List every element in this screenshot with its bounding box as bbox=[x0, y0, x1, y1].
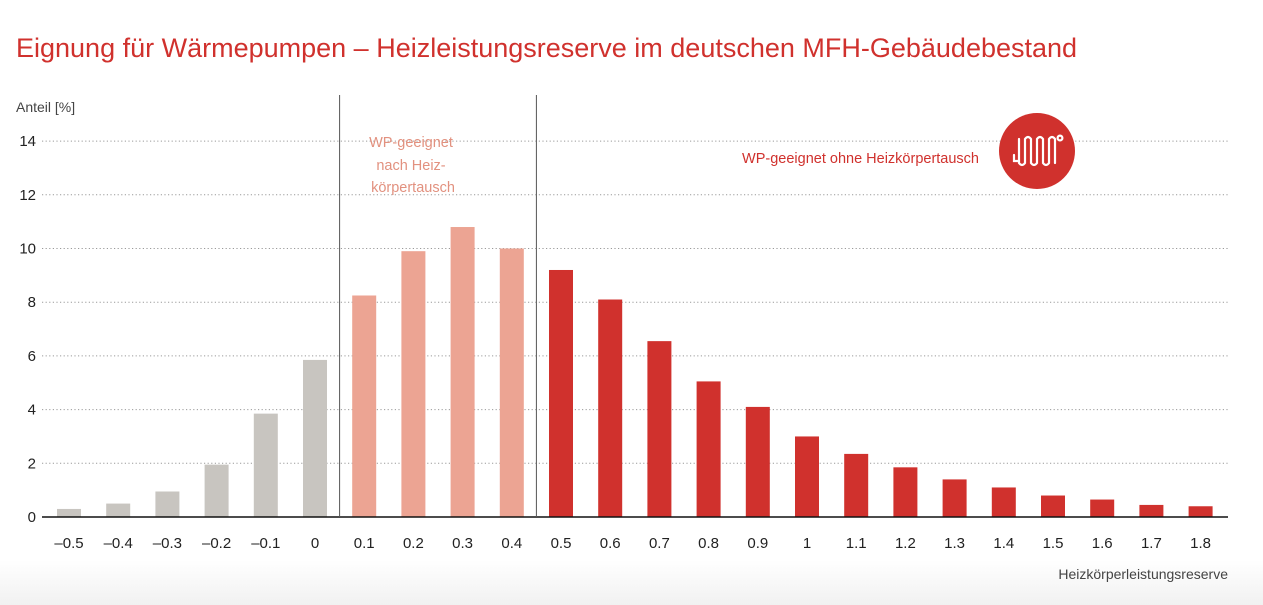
bar bbox=[155, 491, 180, 517]
x-tick-label: 1 bbox=[803, 535, 811, 552]
bar bbox=[598, 299, 623, 517]
x-tick-label: 0.3 bbox=[452, 535, 473, 552]
bar bbox=[106, 503, 131, 517]
y-tick-label: 2 bbox=[28, 455, 36, 472]
bar bbox=[1090, 499, 1115, 517]
x-tick-label: 0.4 bbox=[501, 535, 522, 552]
bar bbox=[450, 227, 475, 517]
bar bbox=[942, 479, 967, 517]
radiator-icon bbox=[999, 113, 1075, 189]
bar bbox=[696, 381, 721, 517]
x-tick-label: 1.2 bbox=[895, 535, 916, 552]
bar bbox=[647, 341, 672, 517]
bar bbox=[1139, 504, 1164, 517]
bar bbox=[1188, 506, 1213, 517]
middle-zone-label: WP-geeignet nach Heiz- körpertausch bbox=[369, 135, 457, 196]
bar bbox=[401, 251, 426, 517]
x-tick-label: 0.8 bbox=[698, 535, 719, 552]
x-tick-label: –0.3 bbox=[153, 535, 182, 552]
x-tick-label: 1.8 bbox=[1190, 535, 1211, 552]
x-tick-label: 0.1 bbox=[354, 535, 375, 552]
middle-zone-label-line-2: nach Heiz- bbox=[376, 158, 445, 174]
y-tick-label: 6 bbox=[28, 348, 36, 365]
bar bbox=[795, 436, 819, 517]
bar bbox=[499, 248, 524, 517]
x-tick-label: 0.9 bbox=[747, 535, 768, 552]
y-tick-label: 0 bbox=[28, 509, 36, 526]
y-tick-label: 14 bbox=[19, 133, 36, 150]
x-tick-label: –0.1 bbox=[251, 535, 280, 552]
x-tick-label: –0.2 bbox=[202, 535, 231, 552]
bar bbox=[303, 359, 327, 517]
middle-zone-label-line-3: körpertausch bbox=[371, 180, 455, 196]
chart-title: Eignung für Wärmepumpen – Heizleistungsr… bbox=[16, 33, 1078, 63]
y-tick-label: 4 bbox=[28, 402, 36, 419]
x-tick-label: 1.6 bbox=[1092, 535, 1113, 552]
bar bbox=[1041, 495, 1065, 517]
x-tick-label: 1.7 bbox=[1141, 535, 1162, 552]
right-zone-label: WP-geeignet ohne Heizkörpertausch bbox=[742, 151, 979, 167]
y-tick-label: 8 bbox=[28, 294, 36, 311]
x-tick-label: 0.6 bbox=[600, 535, 621, 552]
x-tick-label: 0.2 bbox=[403, 535, 424, 552]
bar bbox=[549, 269, 573, 517]
x-tick-label: 1.5 bbox=[1043, 535, 1064, 552]
bar bbox=[204, 464, 229, 517]
x-tick-label: 0.7 bbox=[649, 535, 670, 552]
x-tick-label: 1.3 bbox=[944, 535, 965, 552]
bar bbox=[745, 406, 770, 517]
middle-zone-label-line-1: WP-geeignet bbox=[369, 135, 453, 151]
bar bbox=[352, 295, 377, 517]
x-tick-label: 1.4 bbox=[993, 535, 1014, 552]
bar bbox=[57, 508, 81, 517]
y-axis-label: Anteil [%] bbox=[16, 99, 75, 115]
x-tick-label: –0.5 bbox=[54, 535, 83, 552]
x-tick-label: 1.1 bbox=[846, 535, 867, 552]
bar bbox=[253, 413, 278, 517]
y-tick-label: 10 bbox=[19, 241, 36, 258]
x-axis-label: Heizkörperleistungsreserve bbox=[1058, 566, 1228, 582]
x-tick-label: 0 bbox=[311, 535, 319, 552]
bar bbox=[844, 453, 869, 517]
x-tick-label: 0.5 bbox=[551, 535, 572, 552]
x-tick-label: –0.4 bbox=[104, 535, 133, 552]
bar bbox=[893, 467, 918, 517]
bar bbox=[991, 487, 1016, 517]
y-tick-label: 12 bbox=[19, 187, 36, 204]
